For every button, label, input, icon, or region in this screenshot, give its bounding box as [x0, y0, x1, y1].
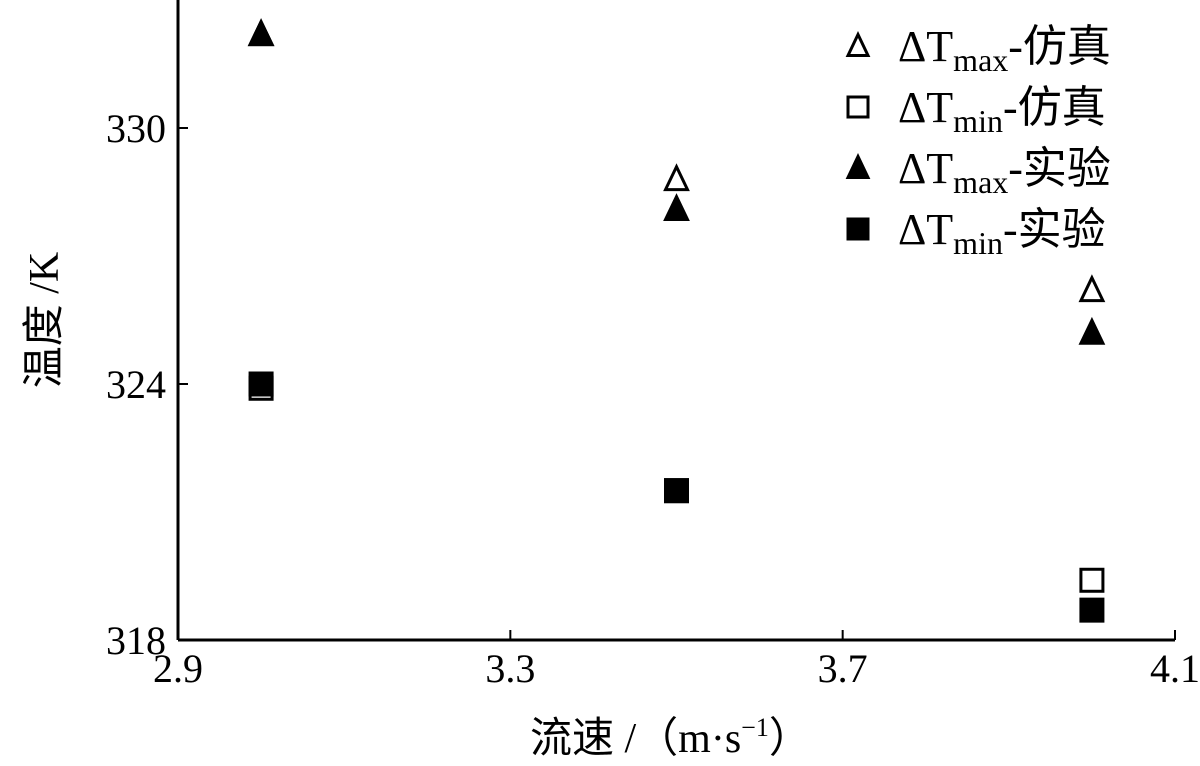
x-axis-title: 流速 /（m·s−1） — [530, 713, 811, 762]
axes — [176, 0, 1175, 642]
x-tick-label: 4.1 — [1150, 646, 1200, 691]
data-point-square-filled — [248, 371, 274, 397]
data-point-triangle-hollow — [1078, 274, 1106, 303]
legend-label: ΔTmax-实验 — [898, 144, 1111, 200]
legend-marker-square-hollow — [846, 95, 870, 119]
data-point-triangle-filled — [663, 193, 690, 222]
legend-label: ΔTmax-仿真 — [898, 22, 1111, 78]
legend-marker-triangle-hollow — [845, 31, 871, 57]
y-tick-label: 330 — [106, 106, 166, 151]
x-tick-label: 3.7 — [818, 646, 868, 691]
legend-marker-triangle-filled — [845, 153, 871, 179]
data-point-square-hollow — [1079, 567, 1105, 593]
data-marks — [247, 18, 1106, 623]
x-tick-label: 3.3 — [485, 646, 535, 691]
data-point-triangle-hollow — [663, 163, 690, 192]
data-point-triangle-filled — [247, 18, 275, 47]
tick-labels: 2.9 3.3 3.7 4.1 318 324 330 — [106, 106, 1200, 691]
legend-marker-square-filled — [846, 217, 870, 241]
data-point-triangle-filled — [1078, 316, 1106, 345]
data-point-square-filled — [664, 478, 689, 504]
ticks — [177, 127, 1176, 641]
legend-label: ΔTmin-实验 — [898, 205, 1106, 261]
data-point-square-filled — [1079, 597, 1105, 623]
y-axis-title: 温度 /K — [22, 252, 68, 389]
x-tick-label: 2.9 — [153, 646, 203, 691]
y-tick-label: 318 — [106, 618, 166, 663]
legend-label: ΔTmin-仿真 — [898, 83, 1106, 139]
y-tick-label: 324 — [106, 362, 166, 407]
